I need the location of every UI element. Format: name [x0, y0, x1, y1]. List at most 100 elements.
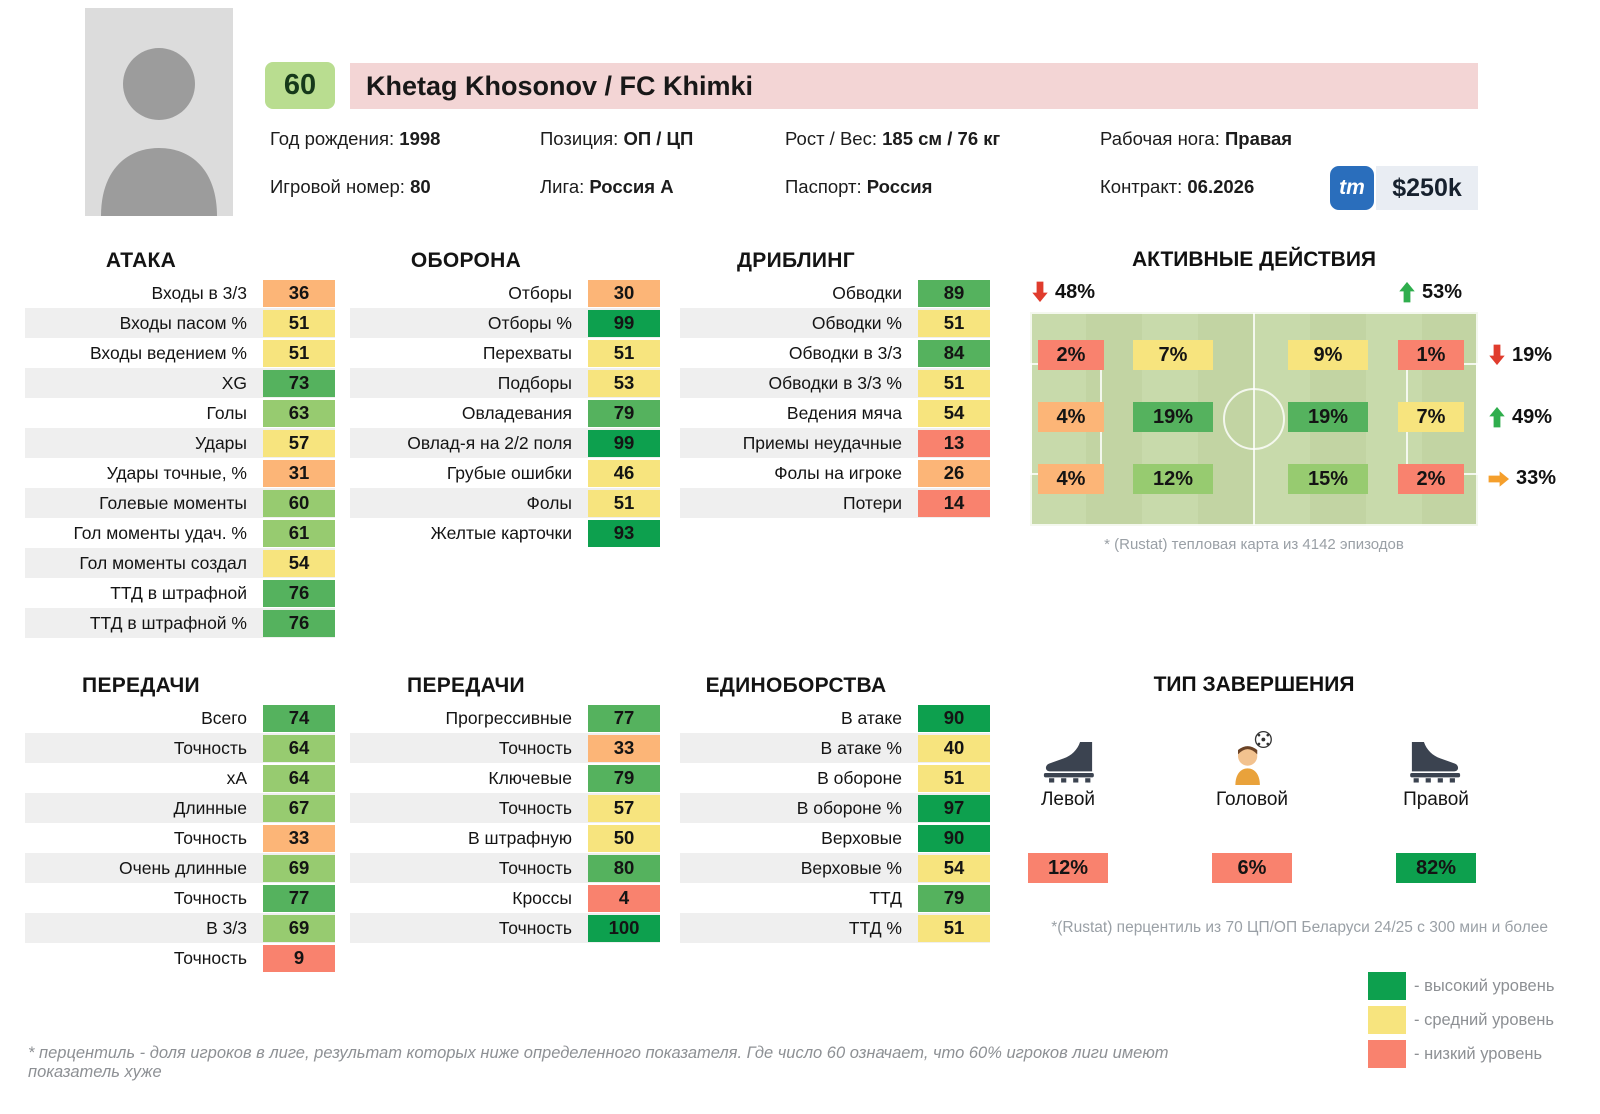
finish-item-left-foot: Левой 12% [1008, 721, 1128, 883]
stat-value: 40 [918, 734, 990, 762]
finish-title: ТИП ЗАВЕРШЕНИЯ [1153, 673, 1355, 696]
stat-label: В штрафную [468, 828, 572, 848]
stat-label: Удары точные, % [106, 463, 247, 483]
stat-label: Удары [194, 433, 247, 453]
stat-label: Желтые карточки [430, 523, 572, 543]
info-position: Позиция: ОП / ЦП [540, 128, 693, 150]
stat-label: Точность [498, 798, 572, 818]
stat-label: В обороне [817, 768, 902, 788]
stat-row: Гол моменты создал 54 [25, 548, 335, 578]
stat-value: 79 [588, 764, 660, 792]
stat-row: Очень длинные 69 [25, 853, 335, 883]
stat-label: Точность [173, 888, 247, 908]
stat-label: Точность [498, 738, 572, 758]
finish-value: 82% [1396, 853, 1476, 883]
player-photo-placeholder-icon [85, 8, 233, 216]
finish-note: *(Rustat) перцентиль из 70 ЦП/ОП Беларус… [1051, 919, 1548, 936]
stat-table-dribbling: ДРИБЛИНГ Обводки 89 Обводки % 51 Обводки в 3/… [680, 248, 990, 518]
stat-label: Фолы на игроке [774, 463, 902, 483]
stat-label: Голы [206, 403, 247, 423]
stat-value: 51 [918, 369, 990, 397]
page-title: Khetag Khosonov / FC Khimki [350, 63, 1478, 109]
stat-label: Потери [843, 493, 902, 513]
heatmap-note: * (Rustat) тепловая карта из 4142 эпизод… [1104, 536, 1404, 553]
stat-value: 51 [918, 914, 990, 942]
stat-value: 80 [588, 854, 660, 882]
stat-value: 4 [588, 884, 660, 912]
finish-label: Левой [1040, 789, 1096, 810]
stat-label: хА [226, 768, 247, 788]
stat-value: 67 [263, 794, 335, 822]
stat-value: 90 [918, 824, 990, 852]
info-label: Паспорт: [785, 176, 862, 197]
stat-label: Отборы [508, 283, 572, 303]
stat-label: Подборы [497, 373, 572, 393]
stat-value: 60 [263, 489, 335, 517]
percentile-footnote: * перцентиль - доля игроков в лиге, резу… [28, 1044, 1169, 1081]
level-legend: - высокий уровень - средний уровень - низк… [1368, 972, 1554, 1074]
info-league: Лига: Россия А [540, 176, 674, 198]
stat-value: 33 [588, 734, 660, 762]
stat-label: Точность [498, 858, 572, 878]
info-label: Игровой номер: [270, 176, 405, 197]
info-value: 06.2026 [1187, 176, 1255, 197]
table-title: ОБОРОНА [410, 249, 522, 272]
stat-row: Ключевые 79 [350, 763, 660, 793]
table-title: ЕДИНОБОРСТВА [705, 674, 887, 697]
info-height-weight: Рост / Вес: 185 см / 76 кг [785, 128, 1000, 150]
stat-label: Точность [173, 948, 247, 968]
finish-label: Правой [1403, 789, 1469, 810]
stat-row: хА 64 [25, 763, 335, 793]
stat-row: В обороне % 97 [680, 793, 990, 823]
stat-value: 53 [588, 369, 660, 397]
arrow-up-icon [1397, 280, 1417, 304]
stat-label: В атаке % [820, 738, 902, 758]
stat-row: Точность 57 [350, 793, 660, 823]
stat-row: Отборы 30 [350, 278, 660, 308]
stat-label: Верховые [821, 828, 902, 848]
arrow-down-icon [1030, 280, 1050, 304]
stat-row: Грубые ошибки 46 [350, 458, 660, 488]
heatmap-trend-row-3: 33% [1487, 467, 1556, 490]
finish-label: Головой [1215, 789, 1289, 810]
stat-label: ТТД [869, 888, 902, 908]
stat-label: Гол моменты удач. % [73, 523, 247, 543]
stat-label: Фолы [526, 493, 572, 513]
player-photo [85, 8, 233, 216]
stat-row: Потери 14 [680, 488, 990, 518]
heatmap-tile: 2% [1038, 340, 1104, 370]
stat-label: Перехваты [482, 343, 572, 363]
info-value: Правая [1225, 128, 1293, 149]
heatmap-trend-row-1: 19% [1487, 343, 1552, 367]
stat-value: 93 [588, 519, 660, 547]
legend-label: - средний уровень [1414, 1010, 1554, 1029]
stat-label: Обводки % [811, 313, 902, 333]
stat-table-passes-2: ПЕРЕДАЧИ Прогрессивные 77 Точность 33 Ключевы… [350, 673, 660, 943]
stat-value: 33 [263, 824, 335, 852]
finish-item-head: Головой 6% [1192, 721, 1312, 883]
stat-value: 90 [918, 704, 990, 732]
stat-row: Входы ведением % 51 [25, 338, 335, 368]
heatmap-tile: 9% [1288, 340, 1368, 370]
stat-row: В атаке 90 [680, 703, 990, 733]
stat-row: Фолы на игроке 26 [680, 458, 990, 488]
heatmap-tile: 7% [1398, 402, 1464, 432]
heatmap-trend-top-left: 48% [1030, 280, 1095, 304]
heatmap-title: АКТИВНЫЕ ДЕЙСТВИЯ [1131, 248, 1377, 271]
arrow-up-icon [1487, 405, 1507, 429]
arrow-down-icon [1487, 343, 1507, 367]
heatmap-tile: 15% [1288, 464, 1368, 494]
heatmap-tile: 12% [1133, 464, 1213, 494]
legend-label: - низкий уровень [1414, 1044, 1543, 1063]
stat-value: 31 [263, 459, 335, 487]
trend-value: 19% [1512, 343, 1553, 366]
stat-value: 9 [263, 944, 335, 972]
heatmap-tile: 7% [1133, 340, 1213, 370]
stat-row: Длинные 67 [25, 793, 335, 823]
stat-label: Длинные [173, 798, 247, 818]
legend-item: - высокий уровень [1368, 972, 1554, 1000]
stat-value: 64 [263, 734, 335, 762]
header-icon [1235, 730, 1272, 785]
boot-icon [1410, 742, 1461, 783]
stat-row: Обводки в 3/3 84 [680, 338, 990, 368]
